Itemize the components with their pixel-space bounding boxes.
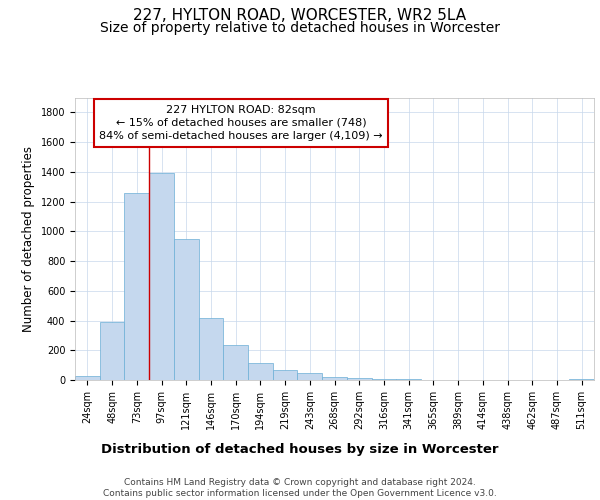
Text: Contains HM Land Registry data © Crown copyright and database right 2024.
Contai: Contains HM Land Registry data © Crown c…	[103, 478, 497, 498]
Text: Distribution of detached houses by size in Worcester: Distribution of detached houses by size …	[101, 442, 499, 456]
Bar	[248, 363, 273, 380]
Text: 227, HYLTON ROAD, WORCESTER, WR2 5LA: 227, HYLTON ROAD, WORCESTER, WR2 5LA	[133, 8, 467, 22]
Bar	[100, 322, 124, 380]
Text: Size of property relative to detached houses in Worcester: Size of property relative to detached ho…	[100, 21, 500, 35]
Bar	[569, 378, 594, 380]
Bar	[371, 379, 396, 380]
Bar	[298, 372, 322, 380]
Y-axis label: Number of detached properties: Number of detached properties	[22, 146, 35, 332]
Bar	[174, 239, 199, 380]
Bar	[347, 378, 371, 380]
Bar	[273, 370, 298, 380]
Bar	[149, 174, 174, 380]
Bar	[199, 318, 223, 380]
Bar	[223, 345, 248, 380]
Text: 227 HYLTON ROAD: 82sqm
← 15% of detached houses are smaller (748)
84% of semi-de: 227 HYLTON ROAD: 82sqm ← 15% of detached…	[99, 104, 383, 141]
Bar	[322, 377, 347, 380]
Bar	[124, 192, 149, 380]
Bar	[75, 376, 100, 380]
